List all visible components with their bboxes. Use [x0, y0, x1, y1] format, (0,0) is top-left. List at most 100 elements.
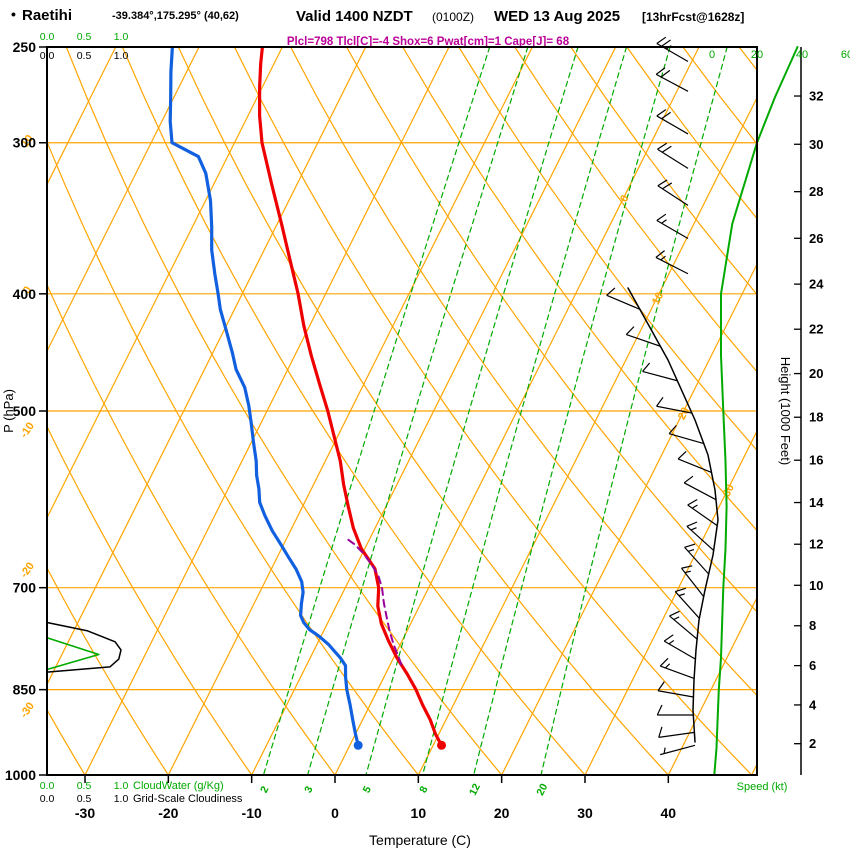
wind-barb	[656, 213, 689, 240]
surface-temp-dot	[437, 740, 447, 750]
wind-barb-line	[677, 458, 712, 473]
wind-barb	[656, 109, 689, 135]
speed-scale-label: 20	[751, 49, 763, 61]
temp-tick-label: -20	[158, 805, 178, 821]
isotherm-label: 10	[650, 290, 666, 306]
wind-barb	[681, 565, 705, 597]
cloudiness-scale-label: 0.0	[40, 50, 55, 62]
wind-barb-line	[657, 690, 694, 698]
mixing-ratio-label: 2	[258, 784, 271, 795]
isotherm-label: 20	[676, 405, 692, 421]
valid-date: WED 13 Aug 2025	[494, 8, 620, 25]
pressure-tick-label: 500	[13, 403, 37, 419]
wind-barb-line	[684, 570, 691, 574]
wind-barb-line	[681, 567, 705, 597]
speed-scale-label: 40	[796, 49, 808, 61]
station-bullet: •	[11, 6, 16, 22]
pressure-tick-label: 250	[13, 39, 37, 55]
height-tick-label: 10	[809, 578, 823, 593]
cloudiness-scale-label: 1.0	[114, 793, 129, 805]
wind-barb-line	[657, 179, 668, 187]
speed-profile	[713, 46, 799, 776]
wind-barb-line	[658, 726, 663, 738]
wind-barb-line	[681, 565, 693, 569]
wind-barb-line	[656, 213, 667, 221]
wind-barb-line	[659, 657, 669, 667]
cloudwater-scale-label: 1.0	[114, 31, 129, 43]
pressure-tick-label: 400	[13, 286, 37, 302]
wind-barb	[686, 521, 715, 551]
cloudwater-scale-label: 0.5	[77, 31, 92, 43]
wind-barb-line	[661, 219, 667, 224]
sounding-curves	[168, 47, 447, 750]
wind-barb	[663, 634, 696, 660]
wind-barb	[656, 36, 689, 63]
height-tick-label: 18	[809, 410, 823, 425]
wind-barb	[657, 142, 689, 169]
mixing-ratio-lines-path	[307, 47, 529, 775]
wind-panel-path	[627, 287, 719, 743]
height-tick-label: 4	[809, 697, 817, 712]
wind-barb-line	[655, 256, 689, 275]
skewt-grid-line	[584, 429, 757, 775]
wind-barb-line	[657, 148, 689, 169]
skewt-grid-line	[251, 47, 617, 775]
wind-barb-line	[674, 591, 700, 619]
temp-tick-label: -10	[242, 805, 262, 821]
wind-barb-line	[626, 333, 661, 347]
wind-barb	[656, 396, 693, 414]
skewt-grid-line	[47, 47, 283, 520]
wind-barb-line	[686, 521, 698, 527]
wind-barb-line	[661, 145, 672, 153]
height-tick-label: 8	[809, 618, 816, 633]
temp-tick-label: 20	[494, 805, 510, 821]
wind-barb-line	[690, 527, 697, 531]
skewt-grid-line	[47, 47, 367, 686]
temp-tick-label: 0	[331, 805, 339, 821]
temp-tick-label: 30	[577, 805, 593, 821]
skewt-grid-path	[458, 47, 757, 452]
cloudiness-scale-label: 0.0	[40, 793, 55, 805]
dry-adiabat-label: -20	[18, 560, 37, 580]
height-tick-label: 2	[809, 736, 816, 751]
pressure-axis-title: P (hPa)	[1, 389, 16, 433]
wind-barb-line	[663, 640, 696, 660]
wind-barb-line	[683, 482, 717, 501]
cloudwater-scale-label: 0.0	[40, 31, 55, 43]
wind-barb-line	[642, 362, 651, 372]
wind-barb-line	[684, 543, 696, 548]
temperature-curve-path	[258, 47, 444, 747]
cloudiness-legend: Grid-Scale Cloudiness	[133, 793, 243, 805]
height-tick-label: 12	[809, 537, 823, 552]
wind-barb-line	[669, 610, 680, 617]
wind-barb-line	[678, 593, 685, 597]
skewt-grid-path	[177, 47, 669, 775]
wind-barb-line	[660, 744, 696, 756]
mixing-ratio-lines-path	[473, 47, 671, 775]
height-tick-label: 26	[809, 231, 823, 246]
mixing-ratio-lines	[262, 47, 728, 775]
cloudwater-scale-label: 1.0	[114, 780, 129, 792]
mixing-ratio-label: 5	[361, 784, 374, 795]
station-name: Raetihi	[22, 7, 72, 24]
pressure-tick-label: 850	[13, 682, 37, 698]
wind-barb-line	[677, 450, 687, 460]
wind-barb-line	[656, 704, 663, 716]
isotherm-label: 30	[721, 482, 737, 498]
wind-barb	[656, 704, 694, 716]
wind-barb-line	[656, 36, 667, 44]
wind-barb	[625, 326, 661, 347]
height-tick-label: 30	[809, 137, 823, 152]
height-tick-label: 16	[809, 453, 823, 468]
dewpoint-curve-path	[168, 47, 360, 747]
wind-barb-line	[675, 587, 686, 593]
mixing-ratio-lines-path	[365, 47, 579, 775]
skewt-grid-path	[346, 47, 757, 613]
wind-barb	[658, 726, 695, 738]
isotherm-label: 0	[618, 193, 631, 204]
wind-barb-line	[655, 250, 665, 258]
cloud-scale-rows: 0.00.00.00.00.50.50.50.51.01.01.01.0	[40, 31, 129, 805]
wind-barb-line	[668, 433, 704, 445]
wind-barb	[655, 67, 689, 92]
